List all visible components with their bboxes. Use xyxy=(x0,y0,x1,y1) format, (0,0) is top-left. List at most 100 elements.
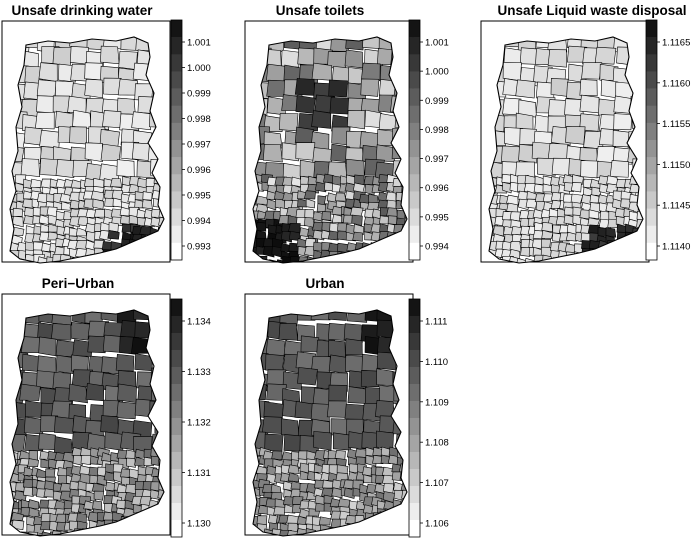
district xyxy=(104,197,116,208)
legend-band xyxy=(171,486,182,504)
district xyxy=(262,143,283,163)
district xyxy=(403,264,414,275)
district xyxy=(89,262,100,263)
district xyxy=(266,79,287,97)
district xyxy=(84,142,103,162)
legend-band xyxy=(646,88,657,107)
legend-band xyxy=(171,208,182,227)
district xyxy=(71,322,91,341)
district xyxy=(258,264,268,275)
district xyxy=(612,147,633,165)
map-liquid-waste xyxy=(480,20,650,277)
legend-tick-label: 0.997 xyxy=(425,154,449,165)
district xyxy=(23,416,44,435)
district xyxy=(83,198,96,210)
district xyxy=(352,231,363,242)
district xyxy=(540,238,552,249)
legend-band xyxy=(171,242,182,261)
district xyxy=(596,266,607,276)
legend-band xyxy=(171,435,182,453)
legend-band xyxy=(171,105,182,124)
district xyxy=(55,159,77,178)
district xyxy=(68,383,88,404)
district xyxy=(537,157,556,177)
legend-tick-label: 0.995 xyxy=(425,212,449,223)
district xyxy=(588,209,600,220)
legend-band xyxy=(646,122,657,141)
legend-band xyxy=(646,54,657,72)
district xyxy=(271,450,283,461)
district xyxy=(492,264,503,275)
district xyxy=(20,158,40,177)
district xyxy=(108,222,119,233)
district xyxy=(50,323,72,341)
district xyxy=(98,262,109,263)
district xyxy=(305,198,316,209)
district xyxy=(502,97,522,116)
district xyxy=(261,416,283,434)
legend-band xyxy=(646,105,657,124)
district xyxy=(318,516,331,526)
district xyxy=(37,355,57,374)
district xyxy=(347,386,368,404)
district xyxy=(39,129,61,149)
district xyxy=(598,98,617,116)
district xyxy=(265,353,285,371)
district xyxy=(40,458,51,469)
district xyxy=(579,94,600,114)
district xyxy=(515,112,534,131)
legend-band xyxy=(409,469,420,487)
legend-drinking-water: 1.001 1.000 0.999 0.998 0.997 0.996 0.995 0.994… xyxy=(170,19,211,261)
legend-band xyxy=(646,191,657,209)
district xyxy=(345,354,364,374)
legend-band xyxy=(409,88,420,107)
legend-frame xyxy=(408,298,421,538)
legend-band xyxy=(171,37,182,55)
district xyxy=(21,336,41,353)
district xyxy=(84,78,104,99)
district xyxy=(94,208,106,218)
district xyxy=(287,464,300,474)
district xyxy=(502,264,514,273)
district xyxy=(84,62,103,81)
country-outline xyxy=(9,36,165,264)
district xyxy=(107,230,120,240)
district xyxy=(561,266,572,276)
district xyxy=(349,267,359,278)
legend-band xyxy=(409,503,420,521)
legend-tick-label: 0.998 xyxy=(425,125,449,136)
district xyxy=(321,211,332,221)
district xyxy=(585,268,595,277)
district xyxy=(344,49,363,69)
district xyxy=(360,78,380,97)
legend-tick-label: 1.106 xyxy=(425,519,449,530)
legend-tick-label: 1.133 xyxy=(187,367,211,378)
district xyxy=(354,448,368,458)
district xyxy=(492,225,505,237)
legend-band xyxy=(409,122,420,141)
district xyxy=(579,79,598,97)
district xyxy=(524,266,536,275)
legend-frame xyxy=(408,19,421,261)
legend-tick-label: 1.134 xyxy=(187,317,211,328)
district xyxy=(100,143,121,161)
district xyxy=(286,514,299,526)
district xyxy=(116,401,137,420)
district xyxy=(314,181,328,193)
district xyxy=(351,214,363,227)
district xyxy=(266,63,287,82)
district xyxy=(516,266,528,275)
legend-band xyxy=(171,333,182,351)
district xyxy=(363,267,376,276)
legend-tick-label: 1.108 xyxy=(425,438,449,449)
district xyxy=(310,403,330,422)
legend-tick-label: 0.998 xyxy=(187,114,211,125)
district xyxy=(294,400,314,419)
district xyxy=(59,261,72,263)
district xyxy=(161,262,164,263)
district xyxy=(70,46,90,65)
district xyxy=(35,112,55,130)
legend-band xyxy=(171,174,182,192)
legend-band xyxy=(409,418,420,436)
legend-band xyxy=(409,140,420,158)
